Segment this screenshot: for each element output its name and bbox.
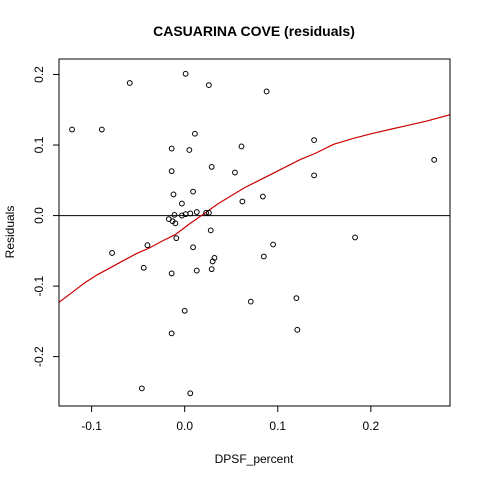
scatter-point (431, 156, 438, 163)
x-axis-label: DPSF_percent (215, 452, 294, 466)
scatter-point (172, 220, 179, 227)
scatter-point (138, 385, 145, 392)
scatter-point (190, 188, 196, 195)
y-tick-label: 0.1 (32, 136, 46, 153)
scatter-point (352, 234, 358, 241)
scatter-point (170, 191, 177, 198)
scatter-point (182, 70, 189, 77)
scatter-point (205, 82, 212, 88)
x-tick-label: 0.0 (176, 419, 193, 433)
scatter-point (168, 145, 175, 152)
scatter-point (192, 130, 198, 137)
scatter-point (293, 295, 300, 301)
scatter-point (193, 209, 200, 215)
smooth-trend-line (59, 114, 450, 303)
scatter-point (205, 209, 212, 216)
plot-area: -0.1 0.0 0.1 0.2 -0.2 -0.1 0.0 0.1 0.2 (32, 58, 451, 433)
scatter-point (259, 193, 266, 200)
scatter-point (190, 244, 196, 251)
scatter-point (232, 169, 238, 176)
scatter-point (238, 143, 245, 150)
scatter-point (178, 212, 185, 219)
scatter-point (69, 126, 75, 133)
y-tick-label: -0.1 (32, 275, 46, 296)
y-axis-label: Residuals (3, 206, 17, 259)
scatter-point (208, 266, 215, 273)
scatter-point (209, 258, 216, 265)
scatter-point (181, 307, 188, 314)
scatter-point (98, 126, 105, 133)
scatter-point (126, 80, 133, 86)
x-tick-label: -0.1 (81, 419, 102, 433)
scatter-point (247, 298, 254, 305)
scatter-point (311, 137, 317, 144)
scatter-point (109, 250, 115, 256)
scatter-point (171, 211, 178, 218)
scatter-point (144, 242, 151, 249)
scatter-point (239, 198, 246, 205)
scatter-point (311, 172, 317, 179)
scatter-point (203, 209, 209, 216)
scatter-point (140, 264, 147, 271)
scatter-point (168, 168, 175, 175)
y-tick-label: -0.2 (32, 346, 46, 367)
scatter-point (270, 241, 277, 248)
chart-title: CASUARINA COVE (residuals) (153, 23, 355, 39)
scatter-point (168, 330, 175, 337)
scatter-point (187, 390, 194, 397)
x-tick-label: 0.2 (363, 419, 380, 433)
scatter-point (187, 210, 194, 217)
plot-frame (58, 58, 451, 407)
x-tick-label: 0.1 (269, 419, 286, 433)
scatter-point (207, 227, 214, 234)
scatter-point (186, 147, 193, 153)
scatter-point (193, 267, 200, 274)
scatter-point (263, 88, 270, 95)
y-tick-label: 0.2 (32, 66, 46, 83)
scatter-point (178, 200, 185, 207)
scatter-point (294, 326, 301, 333)
scatter-point (173, 235, 180, 242)
y-tick-label: 0.0 (32, 207, 46, 224)
scatter-point (260, 253, 267, 260)
scatter-point (168, 270, 175, 277)
scatter-point (208, 164, 215, 170)
